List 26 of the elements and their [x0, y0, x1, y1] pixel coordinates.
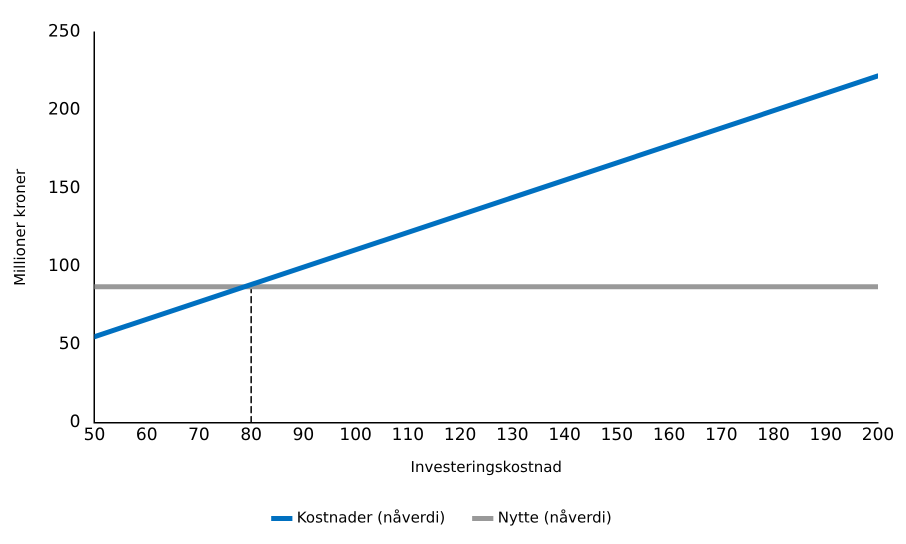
- y-tick-label: 250: [48, 22, 80, 42]
- x-tick-label: 200: [862, 425, 894, 446]
- y-tick-label: 100: [48, 256, 80, 276]
- x-tick-label: 140: [548, 425, 581, 446]
- x-tick-label: 130: [496, 425, 529, 446]
- x-tick-label: 50: [84, 425, 106, 446]
- x-tick-label: 120: [444, 425, 476, 446]
- x-tick-label: 100: [339, 425, 372, 446]
- x-tick-label: 60: [136, 425, 158, 446]
- x-tick-label: 90: [292, 425, 314, 446]
- x-tick-label: 160: [652, 425, 686, 446]
- x-axis-title: Investeringskostnad: [410, 458, 562, 476]
- y-tick-label: 200: [48, 100, 80, 120]
- x-tick-label: 180: [757, 425, 790, 446]
- y-axis-title: Millioner kroner: [10, 168, 29, 286]
- y-tick-label: 0: [70, 412, 80, 432]
- x-tick-label: 170: [705, 425, 738, 446]
- x-tick-label: 70: [188, 425, 210, 446]
- y-tick-label: 50: [58, 334, 80, 354]
- x-tick-label: 80: [240, 425, 262, 446]
- legend-label: Kostnader (nåverdi): [296, 508, 446, 526]
- legend-label: Nytte (nåverdi): [498, 508, 612, 526]
- x-tick-label: 190: [810, 425, 842, 446]
- x-tick-label: 110: [392, 425, 424, 446]
- y-tick-label: 150: [48, 178, 80, 198]
- x-tick-label: 150: [600, 425, 634, 446]
